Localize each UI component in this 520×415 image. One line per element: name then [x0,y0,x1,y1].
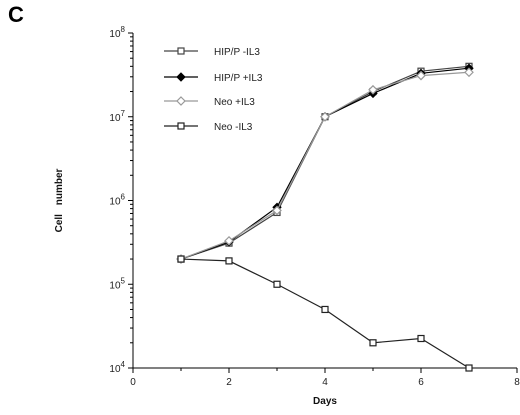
series-0 [177,62,473,263]
legend-marker [176,96,186,106]
data-point [224,235,234,246]
legend-item-0: HIP/P -IL3 [164,47,260,58]
series-layer [176,62,474,372]
legend-label: Neo -IL3 [214,122,253,133]
panel-label: C [8,2,24,27]
legend-item-1: HIP/P +IL3 [164,72,263,84]
legend-item-2: Neo +IL3 [164,96,255,108]
data-point [321,305,329,314]
legend-marker [176,72,186,82]
data-point [320,111,330,122]
series-2 [176,67,474,264]
y-tick-label: 107 [109,109,125,124]
legend-label: Neo +IL3 [214,97,255,108]
data-point [177,255,185,263]
legend-marker [177,47,185,55]
x-tick-label: 4 [322,377,328,388]
data-point [368,84,378,95]
y-tick-label: 104 [109,360,125,375]
data-point [273,280,281,288]
data-point [272,205,282,216]
axes: 0 2 4 6 8 104 105 106 107 108 [109,25,520,388]
legend: HIP/P -IL3 HIP/P +IL3 Neo +IL3 Neo -IL3 [164,47,263,133]
x-axis-label: Days [313,396,337,407]
legend-label: HIP/P +IL3 [214,73,263,84]
legend-item-3: Neo -IL3 [164,122,253,133]
data-point [369,339,377,347]
x-tick-label: 0 [130,377,136,388]
series-line [180,258,470,369]
y-tick-label: 106 [109,193,125,208]
data-point [416,70,426,81]
series-1 [176,63,474,264]
x-tick-label: 8 [514,377,520,388]
data-point [465,364,473,372]
legend-marker [177,122,185,130]
data-point [225,257,233,265]
y-axis-label: Cell number [54,169,65,233]
series-3 [177,255,473,372]
x-tick-label: 2 [226,377,232,388]
y-tick-label: 105 [109,276,125,291]
data-point [417,334,425,343]
x-tick-label: 6 [418,377,424,388]
data-point [464,67,474,78]
series-line [180,65,470,260]
legend-label: HIP/P -IL3 [214,47,260,58]
y-tick-label: 108 [109,25,125,40]
